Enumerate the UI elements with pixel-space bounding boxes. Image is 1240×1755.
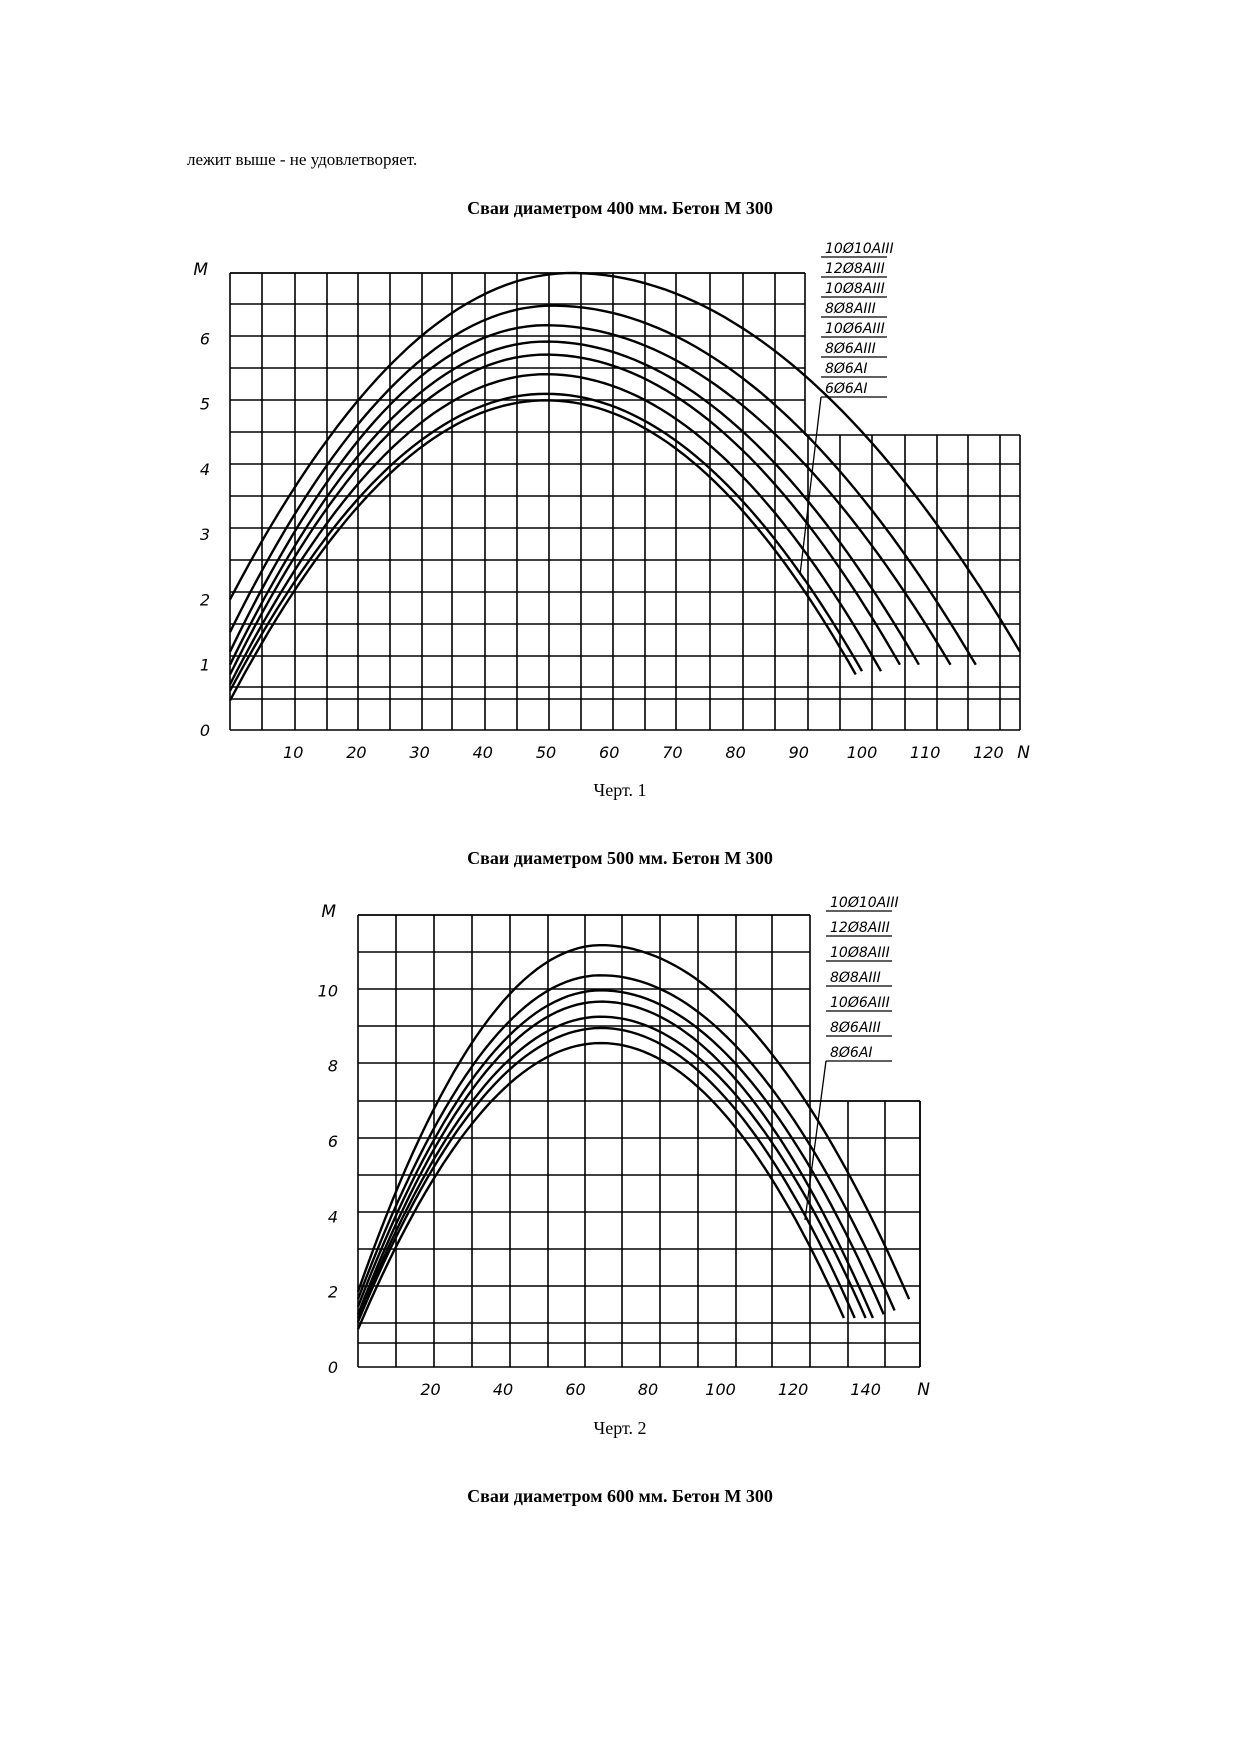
series-line xyxy=(356,1026,856,1323)
series-line xyxy=(228,392,864,692)
y-tick-label: 0 xyxy=(328,1358,338,1377)
series-line xyxy=(228,353,901,676)
chart2: 20 40 60 80 100 120 140 0 2 4 6 8 10 M N 10Ø10AIII 12Ø8A… xyxy=(318,895,931,1400)
x-tick-label: 110 xyxy=(910,743,941,762)
legend-label: 10Ø8AIII xyxy=(825,281,885,297)
y-axis-label: M xyxy=(321,902,336,922)
series-line xyxy=(228,399,857,702)
series-line xyxy=(228,340,920,666)
x-tick-label: 20 xyxy=(420,1380,440,1399)
legend-label: 12Ø8AIII xyxy=(830,920,890,936)
x-tick-label: 50 xyxy=(536,743,556,762)
legend-label: 8Ø6AI xyxy=(825,361,868,377)
chart1-heading: Сваи диаметром 400 мм. Бетон М 300 xyxy=(467,198,773,218)
y-tick-label: 8 xyxy=(328,1057,338,1076)
x-tick-label: 60 xyxy=(599,743,619,762)
legend-label: 10Ø6AIII xyxy=(825,321,885,337)
x-tick-label: 70 xyxy=(662,743,682,762)
legend-label: 8Ø8AIII xyxy=(825,301,876,317)
y-tick-label: 0 xyxy=(200,721,210,740)
x-tick-label: 120 xyxy=(778,1380,809,1399)
series-line xyxy=(356,1041,845,1330)
series-line xyxy=(228,271,1022,653)
chart1-caption: Черт. 1 xyxy=(593,780,647,800)
legend-leader-line xyxy=(799,396,822,576)
intro-paragraph: лежит выше - не удовлетворяет. xyxy=(187,150,418,169)
x-axis-label: N xyxy=(917,1380,930,1400)
series-line xyxy=(228,323,952,666)
y-tick-label: 3 xyxy=(200,525,210,544)
x-tick-label: 90 xyxy=(789,743,809,762)
x-tick-label: 120 xyxy=(973,743,1004,762)
y-tick-label: 1 xyxy=(200,656,210,675)
x-tick-label: 60 xyxy=(565,1380,585,1399)
chart2-heading: Сваи диаметром 500 мм. Бетон М 300 xyxy=(467,848,773,868)
y-axis-label: M xyxy=(193,260,208,280)
chart2-caption: Черт. 2 xyxy=(593,1418,647,1438)
y-tick-label: 4 xyxy=(328,1207,338,1226)
legend-label: 8Ø8AIII xyxy=(830,970,881,986)
y-tick-label: 5 xyxy=(200,395,210,414)
x-tick-label: 20 xyxy=(346,743,366,762)
legend-label: 12Ø8AIII xyxy=(825,261,885,277)
y-tick-label: 6 xyxy=(200,329,210,348)
series-line xyxy=(356,1000,874,1319)
legend-leader-line xyxy=(804,1060,827,1221)
legend-label: 8Ø6AIII xyxy=(830,1020,881,1036)
chart3-heading: Сваи диаметром 600 мм. Бетон М 300 xyxy=(467,1486,773,1506)
y-tick-label: 6 xyxy=(328,1132,338,1151)
x-axis-label: N xyxy=(1017,743,1030,763)
series-line xyxy=(356,944,911,1300)
x-tick-label: 40 xyxy=(473,743,493,762)
series-line xyxy=(356,1015,867,1319)
x-tick-label: 80 xyxy=(725,743,745,762)
legend-label: 10Ø8AIII xyxy=(830,945,890,961)
x-tick-label: 100 xyxy=(847,743,878,762)
x-tick-label: 40 xyxy=(493,1380,513,1399)
series-line xyxy=(228,304,977,666)
legend-label: 10Ø10AIII xyxy=(825,241,894,257)
legend-label: 10Ø6AIII xyxy=(830,995,890,1011)
y-tick-label: 2 xyxy=(328,1283,338,1302)
series-line xyxy=(356,989,885,1315)
x-tick-label: 10 xyxy=(283,743,303,762)
legend-label: 8Ø6AIII xyxy=(825,341,876,357)
series-line xyxy=(356,974,896,1311)
x-tick-label: 80 xyxy=(638,1380,658,1399)
x-tick-label: 140 xyxy=(850,1380,881,1399)
legend-label: 8Ø6AI xyxy=(830,1045,873,1061)
y-tick-label: 4 xyxy=(200,460,210,479)
chart2-grid xyxy=(357,914,921,1368)
y-tick-label: 10 xyxy=(318,981,338,1000)
chart1: 10 20 30 40 50 60 70 80 90 100 110 120 0 1 2 3 4 5 6 M N 10Ø1… xyxy=(193,241,1030,763)
legend-label: 10Ø10AIII xyxy=(830,895,899,911)
legend-label: 6Ø6AI xyxy=(825,381,868,397)
series-line xyxy=(228,372,883,685)
y-tick-label: 2 xyxy=(200,590,210,609)
x-tick-label: 30 xyxy=(409,743,429,762)
x-tick-label: 100 xyxy=(705,1380,736,1399)
chart1-grid xyxy=(229,272,1021,731)
